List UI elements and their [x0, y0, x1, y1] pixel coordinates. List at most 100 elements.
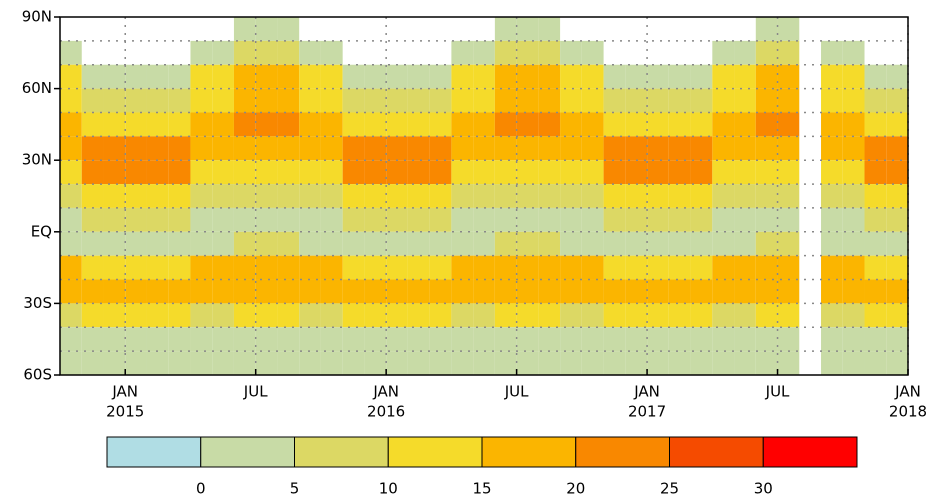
colorbar-label: 0 — [196, 480, 206, 498]
heat-cell — [842, 327, 865, 352]
heat-cell — [864, 207, 887, 232]
heat-cell — [647, 88, 669, 113]
heat-cell — [581, 88, 604, 113]
heat-cell — [255, 17, 278, 41]
heat-cell — [668, 255, 691, 280]
heat-cell — [299, 136, 321, 161]
heat-cell — [690, 231, 713, 256]
heat-cell — [886, 64, 908, 89]
heat-cell — [625, 160, 648, 185]
heat-cell — [168, 136, 191, 161]
colorbar-label: 15 — [472, 480, 491, 498]
heat-cell — [407, 231, 430, 256]
heat-cell — [864, 112, 887, 137]
heat-cell — [690, 327, 713, 352]
heat-cell — [603, 327, 626, 352]
heat-cell — [342, 64, 365, 89]
heat-cell — [538, 160, 561, 185]
heat-cell — [842, 184, 865, 208]
heat-cell — [734, 231, 756, 256]
heat-cell — [842, 160, 865, 185]
heat-cell — [690, 184, 713, 208]
heat-cell — [429, 112, 452, 137]
heat-cell — [320, 255, 343, 280]
colorbar-swatch — [481, 436, 577, 468]
heat-cell — [233, 207, 256, 232]
heat-cell — [886, 231, 908, 256]
heat-cell — [821, 255, 843, 280]
heat-cell — [625, 231, 648, 256]
heat-cell — [473, 160, 495, 185]
heat-cell — [60, 303, 82, 328]
heat-cell — [212, 64, 234, 89]
heat-cell — [494, 207, 517, 232]
heat-cell — [299, 88, 321, 113]
heat-cell — [494, 184, 517, 208]
heat-cell — [81, 231, 104, 256]
heat-cell — [821, 112, 843, 137]
heat-cell — [364, 184, 387, 208]
heat-cell — [451, 231, 474, 256]
colorbar-swatch — [387, 436, 483, 468]
x-tick-label: JAN — [111, 383, 138, 401]
heat-cell — [320, 207, 343, 232]
heat-cell — [320, 303, 343, 328]
heat-cell — [146, 327, 169, 352]
heat-cell — [451, 303, 474, 328]
heat-cell — [886, 160, 908, 185]
y-tick-label: 90N — [22, 8, 52, 26]
heat-cell — [255, 136, 278, 161]
heat-cell — [190, 88, 213, 113]
heat-cell — [821, 64, 843, 89]
heat-cell — [516, 327, 539, 352]
heat-cell — [734, 303, 756, 328]
heat-cell — [473, 255, 495, 280]
heat-cell — [255, 64, 278, 89]
heat-cell — [190, 279, 213, 304]
heat-cell — [190, 184, 213, 208]
heat-cell — [712, 351, 735, 375]
heat-cell — [60, 184, 82, 208]
heat-cell — [560, 255, 582, 280]
x-tick-year: 2015 — [106, 403, 144, 421]
heat-cell — [821, 184, 843, 208]
heat-cell — [538, 303, 561, 328]
heat-cell — [277, 231, 300, 256]
heat-cell — [581, 255, 604, 280]
heat-cell — [864, 351, 887, 375]
heat-cell — [755, 231, 778, 256]
heat-cell — [560, 231, 582, 256]
heat-cell — [320, 184, 343, 208]
heat-cell — [320, 160, 343, 185]
heat-cell — [668, 136, 691, 161]
heat-cell — [407, 160, 430, 185]
heat-cell — [81, 88, 104, 113]
heat-cell — [690, 88, 713, 113]
heat-cell — [190, 40, 213, 65]
heat-cell — [473, 303, 495, 328]
colorbar-swatch — [669, 436, 764, 468]
plot-frame — [59, 16, 909, 376]
heat-cell — [255, 327, 278, 352]
heat-cell — [647, 184, 669, 208]
heat-cell — [581, 303, 604, 328]
heat-cell — [473, 40, 495, 65]
heat-cell — [777, 184, 800, 208]
heat-cell — [364, 160, 387, 185]
heat-cell — [668, 303, 691, 328]
heat-cell — [473, 184, 495, 208]
heat-cell — [429, 207, 452, 232]
heat-cell — [451, 327, 474, 352]
heat-cell — [625, 136, 648, 161]
heat-cell — [168, 327, 191, 352]
heat-cell — [146, 136, 169, 161]
heat-cell — [190, 160, 213, 185]
heat-cell — [647, 160, 669, 185]
heat-cell — [473, 327, 495, 352]
heat-cell — [625, 112, 648, 137]
heat-cell — [429, 88, 452, 113]
heat-cell — [516, 351, 539, 375]
heat-cell — [734, 255, 756, 280]
heat-cell — [342, 88, 365, 113]
